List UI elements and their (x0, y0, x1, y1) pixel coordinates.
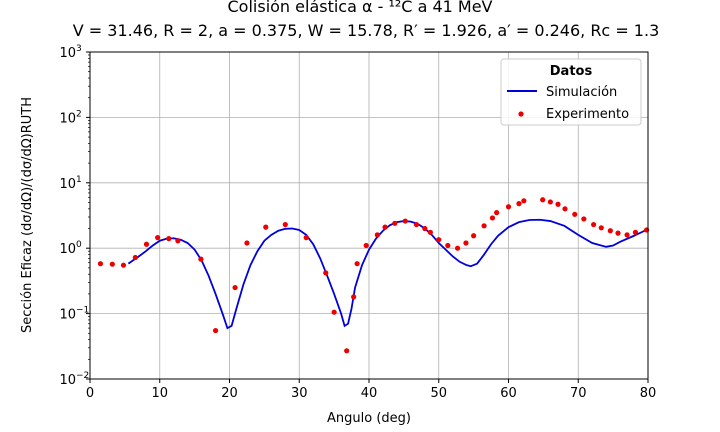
experiment-point (232, 284, 238, 291)
legend-box (500, 58, 642, 126)
experiment-point (354, 261, 360, 267)
experiment-point (402, 218, 408, 224)
experiment-point (212, 327, 219, 334)
x-tick-label: 0 (86, 386, 94, 401)
experiment-point (303, 235, 309, 241)
x-tick-label: 30 (291, 386, 308, 401)
legend-experiment-swatch (518, 111, 524, 117)
x-tick-label: 80 (640, 386, 657, 401)
x-tick-label: 20 (221, 386, 238, 401)
experiment-point (331, 309, 337, 315)
experiment-point (494, 210, 500, 216)
experiment-point (607, 228, 613, 234)
experiment-point (481, 223, 487, 229)
experiment-point (263, 224, 269, 230)
y-tick-label-exponent: −1 (76, 306, 89, 316)
experiment-point (632, 229, 639, 235)
y-tick-label: 10 (59, 111, 76, 126)
chart-title: Colisión elástica α - ¹²C a 41 MeV (228, 0, 493, 16)
y-tick-label-exponent: 1 (76, 175, 82, 185)
experiment-point (166, 236, 172, 242)
x-axis-ticks: 0 10 20 30 40 50 60 70 80 (86, 379, 656, 401)
experiment-point (363, 242, 369, 249)
experiment-point (175, 238, 181, 244)
x-tick-label: 50 (430, 386, 447, 401)
y-tick-label: 10 (59, 308, 76, 323)
simulation-series-line (127, 218, 649, 330)
experiment-point (244, 240, 250, 246)
experiment-point (505, 204, 512, 210)
experiment-point (591, 221, 597, 228)
experiment-point (374, 232, 380, 238)
experiment-point (521, 198, 527, 204)
experiment-point (516, 201, 522, 207)
y-tick-label: 10 (59, 373, 76, 388)
experiment-point (323, 270, 329, 276)
experiment-point (109, 261, 115, 267)
legend-simulation-label: Simulación (546, 85, 617, 100)
x-tick-label: 70 (570, 386, 587, 401)
experiment-point (436, 237, 442, 243)
y-tick-label-exponent: −2 (76, 371, 89, 381)
y-tick-label: 10 (59, 177, 76, 192)
experiment-point (422, 225, 428, 232)
experiment-point (351, 294, 357, 300)
y-tick-label: 10 (59, 242, 76, 257)
x-axis-label: Angulo (deg) (327, 411, 411, 426)
experiment-point (562, 206, 568, 212)
y-tick-label: 10 (59, 46, 76, 61)
experiment-point (143, 241, 150, 247)
experiment-point (454, 245, 461, 251)
experiment-point (120, 262, 127, 268)
experiment-series-points (97, 197, 650, 354)
experiment-point (463, 240, 469, 246)
experiment-point (572, 211, 578, 217)
plot-area (97, 197, 650, 354)
experiment-point (555, 201, 561, 207)
experiment-point (540, 197, 546, 203)
experiment-point (198, 256, 204, 262)
experiment-point (445, 242, 451, 249)
experiment-point (155, 235, 161, 241)
y-tick-label-exponent: 2 (76, 109, 82, 119)
chart-subtitle: V = 31.46, R = 2, a = 0.375, W = 15.78, … (73, 21, 660, 40)
x-tick-label: 40 (361, 386, 378, 401)
y-tick-label-exponent: 3 (76, 44, 82, 54)
x-tick-label: 60 (500, 386, 517, 401)
experiment-point (344, 348, 350, 354)
experiment-point (581, 216, 587, 222)
legend-title: Datos (550, 64, 593, 79)
experiment-point (427, 229, 433, 235)
experiment-point (547, 199, 553, 205)
experiment-point (471, 233, 477, 239)
experiment-point (489, 215, 496, 221)
y-tick-label-exponent: 0 (76, 240, 82, 250)
experiment-point (598, 225, 604, 231)
legend-experiment-label: Experimento (546, 107, 629, 122)
legend: Datos Simulación Experimento (500, 58, 642, 126)
experiment-point (97, 261, 104, 267)
experiment-point (282, 221, 288, 228)
experiment-point (132, 254, 138, 261)
x-tick-label: 10 (151, 386, 168, 401)
experiment-point (624, 232, 630, 238)
y-axis-label: Sección Eficaz (dσ/dΩ)/(dσ/dΩ)RUTH (20, 97, 35, 333)
experiment-point (382, 224, 388, 230)
experiment-point (615, 230, 621, 236)
experiment-point (392, 220, 398, 226)
experiment-point (413, 221, 420, 228)
